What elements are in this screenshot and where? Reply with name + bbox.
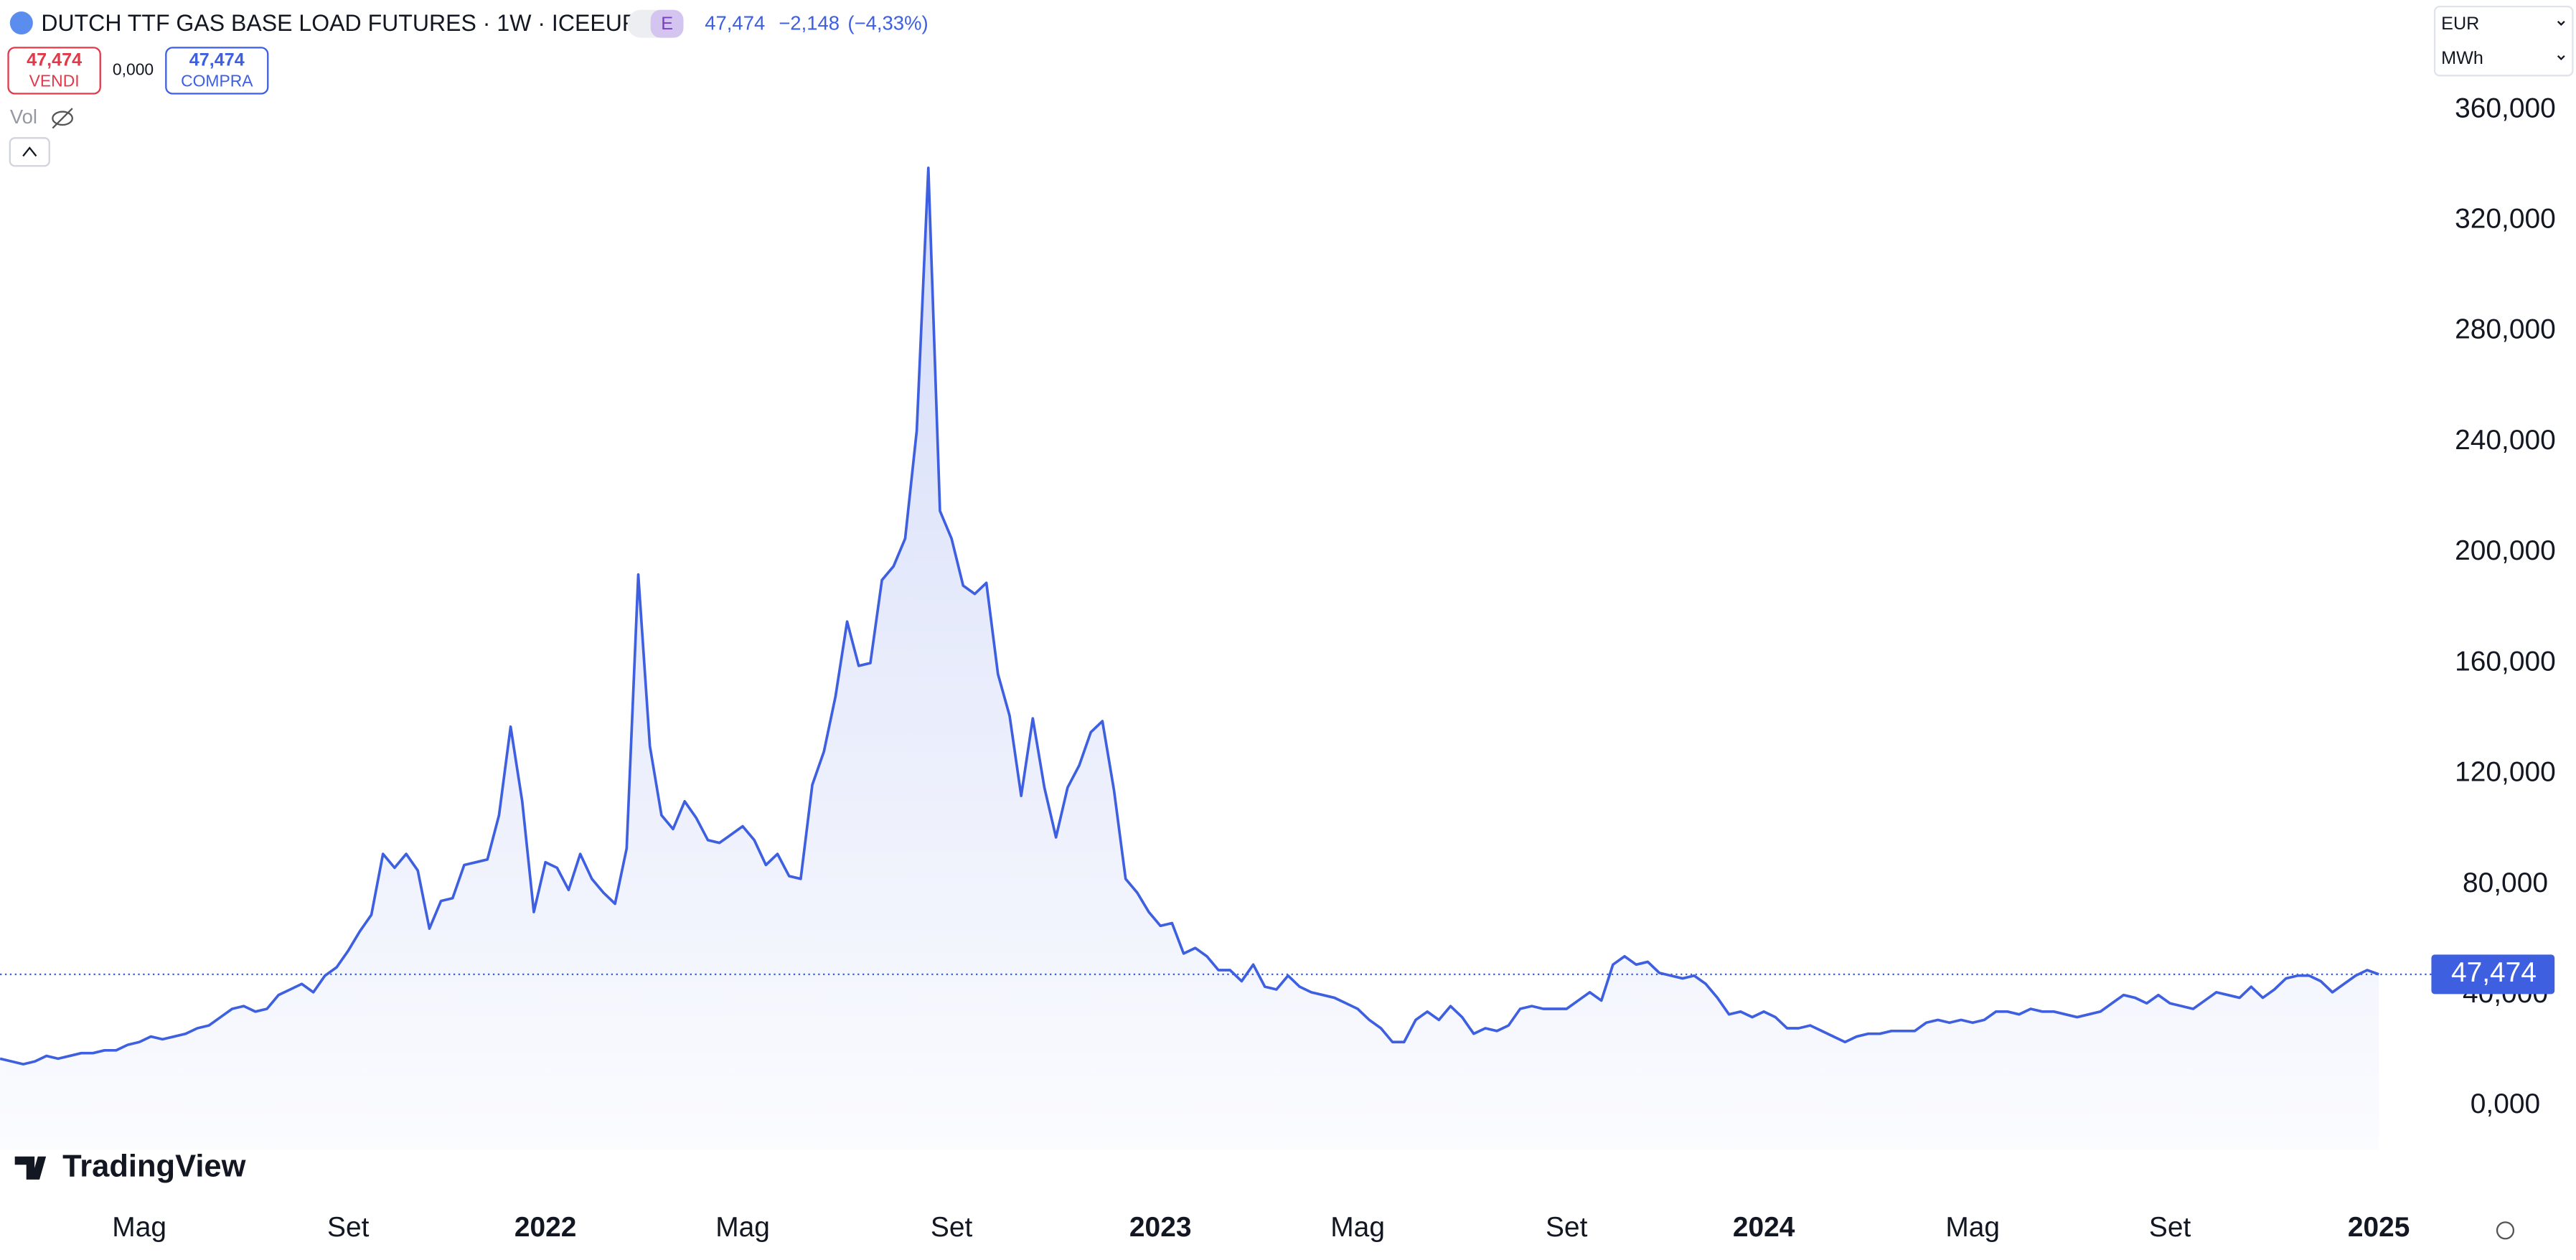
y-tick-label: 200,000 [2455,535,2556,566]
last-price-label: 47,474 [2451,957,2537,988]
buy-label: COMPRA [181,72,253,90]
brand-logo [14,1156,47,1180]
last-price: 47,474 [705,12,765,34]
x-tick-label: Mag [112,1212,166,1243]
x-tick-label: Set [327,1212,370,1243]
brand: TradingView [62,1149,246,1183]
y-tick-label: 240,000 [2455,425,2556,456]
x-tick-label: Mag [1945,1212,2000,1243]
plot [0,166,2379,1150]
buy-price: 47,474 [189,50,245,70]
y-tick-label: 160,000 [2455,646,2556,677]
y-tick-label: 0,000 [2471,1089,2540,1119]
x-tick-label: Mag [715,1212,770,1243]
settings-icon[interactable] [2496,1221,2515,1240]
x-tick-label: Mag [1330,1212,1385,1243]
change-pct: (−4,33%) [847,12,928,34]
symbol-icon [9,11,33,35]
currency: EUR [2441,14,2479,34]
badge-text: E [661,14,673,34]
y-tick-label: 120,000 [2455,757,2556,788]
x-tick-label: 2023 [1129,1212,1192,1243]
buy-button[interactable] [165,47,269,95]
dropdown-icons [2557,20,2565,61]
badge-e [650,9,684,38]
collapse-button[interactable] [9,137,50,167]
x-tick-label: 2025 [2348,1212,2410,1243]
y-tick-label: 280,000 [2455,314,2556,345]
y-tick-label: 320,000 [2455,204,2556,235]
x-tick-label: 2024 [1733,1212,1795,1243]
sell-label: VENDI [29,72,80,90]
x-tick-label: Set [2149,1212,2191,1243]
area-fill [0,167,2379,1150]
sell-price: 47,474 [27,50,82,70]
symbol-title: DUTCH TTF GAS BASE LOAD FUTURES · 1W · I… [41,10,639,36]
last-price-box [2431,954,2555,995]
price-line [0,166,2379,1066]
change: −2,148 [779,12,840,34]
y-tick-label: 80,000 [2463,868,2548,898]
unit-box[interactable] [2433,6,2574,77]
y-tick-label: 360,000 [2455,93,2556,123]
eye-icon[interactable] [52,111,73,126]
x-tick-label: Set [931,1212,973,1243]
sell-button[interactable] [7,47,101,95]
volume-label: Vol [10,105,37,128]
eye-slash [52,108,73,129]
collapse-icon [22,146,37,157]
unit: MWh [2441,48,2483,68]
x-tick-label: Set [1546,1212,1588,1243]
spread: 0,000 [113,60,154,78]
x-tick-label: 2022 [514,1212,577,1243]
